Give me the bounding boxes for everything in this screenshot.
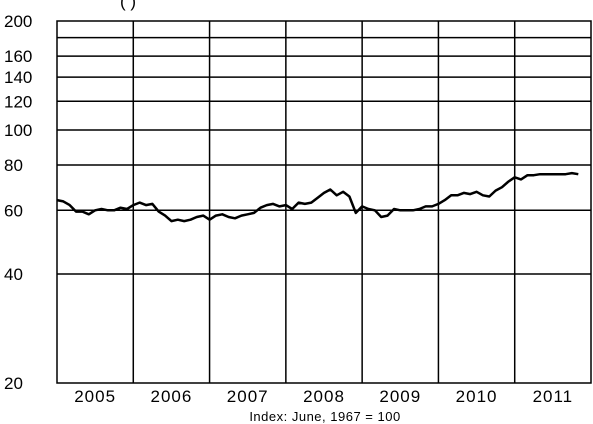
x-axis-ticks: 2005 2006 2007 2008 2009 2010 2011: [74, 387, 574, 406]
y-tick-label: 120: [4, 92, 32, 111]
series-layer: [56, 171, 579, 223]
y-tick-label: 20: [4, 374, 23, 393]
chart-title-partial: ( ): [120, 0, 136, 11]
y-tick-label: 140: [4, 68, 32, 87]
y-tick-label: 40: [4, 265, 23, 284]
y-axis-ticks: 200 160 140 120 100 80 60 40 20: [4, 12, 32, 393]
grid-lines: [57, 21, 591, 383]
x-tick-label: 2010: [456, 387, 498, 406]
y-tick-label: 160: [4, 47, 32, 66]
x-tick-label: 2011: [533, 387, 574, 406]
y-tick-label: 200: [4, 12, 32, 31]
series-line: [56, 171, 579, 223]
plot-frame: [56, 20, 592, 384]
x-tick-label: 2009: [379, 387, 421, 406]
y-tick-label: 60: [4, 201, 23, 220]
y-tick-label: 100: [4, 121, 32, 140]
x-tick-label: 2005: [74, 387, 116, 406]
x-tick-label: 2008: [303, 387, 345, 406]
y-tick-label: 80: [4, 156, 23, 175]
x-axis-label: Index: June, 1967 = 100: [249, 409, 400, 424]
x-tick-label: 2007: [227, 387, 269, 406]
x-tick-label: 2006: [151, 387, 193, 406]
